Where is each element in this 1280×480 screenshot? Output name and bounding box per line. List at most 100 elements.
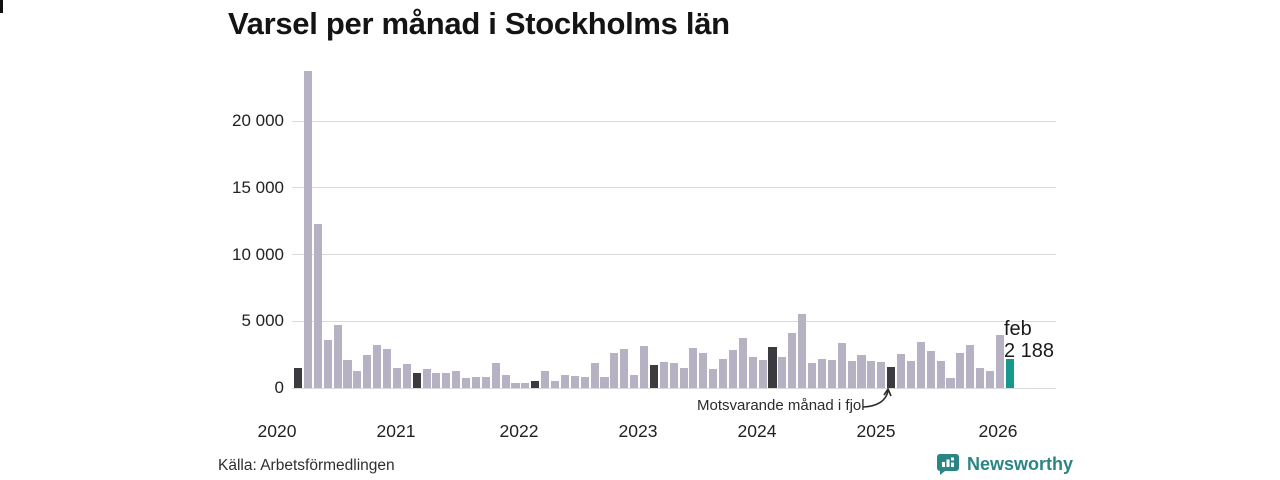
- x-axis-tick-label: 2026: [978, 421, 1018, 441]
- current-bar-value-label: 2 188: [1004, 340, 1055, 362]
- bar: [481, 376, 490, 388]
- bar: [699, 353, 708, 388]
- bar: [511, 383, 520, 388]
- bar: [541, 371, 550, 388]
- bar: [817, 359, 826, 388]
- bar: [610, 352, 619, 388]
- corner-mark: [0, 0, 3, 13]
- y-axis-tick-label: 15 000: [232, 177, 284, 197]
- bar: [303, 70, 312, 388]
- y-axis-tick-label: 5 000: [241, 311, 284, 331]
- bar-current-month: [1005, 358, 1014, 388]
- gridline: [292, 187, 1056, 189]
- annotation-arrow-icon: [862, 387, 892, 408]
- bar: [877, 361, 886, 388]
- newsworthy-logo-icon: [937, 454, 959, 475]
- bar: [590, 363, 599, 388]
- bar: [946, 377, 955, 388]
- bar: [847, 361, 856, 388]
- y-axis-tick-label: 10 000: [232, 244, 284, 264]
- bar: [491, 363, 500, 388]
- bar: [778, 357, 787, 388]
- bar: [323, 339, 332, 388]
- bar: [600, 376, 609, 388]
- bar-reference-month: [531, 380, 540, 388]
- x-axis-tick-label: 2020: [257, 421, 297, 441]
- bar: [985, 371, 995, 388]
- bar: [620, 348, 629, 388]
- bar: [551, 380, 560, 388]
- y-axis-tick-label: 0: [274, 378, 284, 397]
- bar: [422, 369, 431, 388]
- bar-reference-month: [649, 365, 658, 388]
- bar: [392, 367, 401, 388]
- bar: [580, 377, 589, 388]
- bar: [471, 377, 481, 388]
- bar: [373, 344, 382, 388]
- bar: [966, 345, 975, 388]
- bar: [719, 359, 728, 388]
- bar: [689, 347, 698, 388]
- chart-title: Varsel per månad i Stockholms län: [228, 6, 730, 41]
- source-note: Källa: Arbetsförmedlingen: [218, 457, 395, 474]
- gridline: [292, 254, 1056, 256]
- bar: [442, 373, 451, 388]
- bar: [926, 350, 935, 388]
- bar: [788, 333, 797, 388]
- x-axis-tick-label: 2022: [499, 421, 539, 441]
- bar: [669, 363, 678, 388]
- bar: [521, 382, 530, 388]
- bar: [758, 359, 767, 388]
- bar: [808, 362, 817, 388]
- bar: [976, 368, 985, 388]
- bar: [333, 325, 342, 388]
- bar: [402, 363, 411, 388]
- bar: [995, 335, 1004, 388]
- bar-reference-month: [887, 366, 896, 388]
- bar: [936, 360, 945, 388]
- bar: [857, 354, 866, 388]
- bar: [462, 377, 471, 388]
- bar: [827, 359, 836, 388]
- bar: [560, 374, 569, 388]
- y-axis-tick-label: 20 000: [232, 111, 284, 131]
- bar: [748, 356, 757, 388]
- bar: [896, 353, 906, 388]
- bar: [738, 337, 747, 388]
- x-axis-tick-label: 2023: [618, 421, 658, 441]
- bar-reference-month: [412, 373, 421, 388]
- bar: [501, 375, 510, 388]
- bar: [630, 375, 639, 388]
- bar: [837, 343, 846, 388]
- bar: [798, 313, 807, 388]
- current-bar-month-label: feb: [1004, 318, 1032, 340]
- bar-reference-month: [294, 367, 303, 388]
- bar: [709, 369, 718, 388]
- bar: [382, 349, 392, 388]
- gridline: [292, 320, 1056, 322]
- bar: [363, 354, 372, 388]
- gridline: [292, 387, 1056, 389]
- bar: [916, 342, 925, 388]
- bar: [906, 361, 915, 388]
- bar: [659, 361, 668, 388]
- x-axis-tick-label: 2024: [737, 421, 777, 441]
- bar: [639, 345, 649, 388]
- bar: [343, 359, 352, 388]
- brand-footer: Newsworthy: [936, 453, 1073, 476]
- bar: [353, 370, 362, 388]
- x-axis-tick-label: 2025: [856, 421, 896, 441]
- bar: [867, 360, 876, 388]
- bar: [452, 370, 461, 388]
- bar: [570, 375, 579, 388]
- brand-name: Newsworthy: [967, 454, 1074, 474]
- bar: [728, 349, 738, 388]
- bar: [679, 367, 688, 388]
- x-axis-tick-label: 2021: [376, 421, 416, 441]
- bar: [432, 372, 441, 388]
- bar: [956, 352, 965, 388]
- gridline: [292, 120, 1056, 122]
- bar: [313, 223, 322, 388]
